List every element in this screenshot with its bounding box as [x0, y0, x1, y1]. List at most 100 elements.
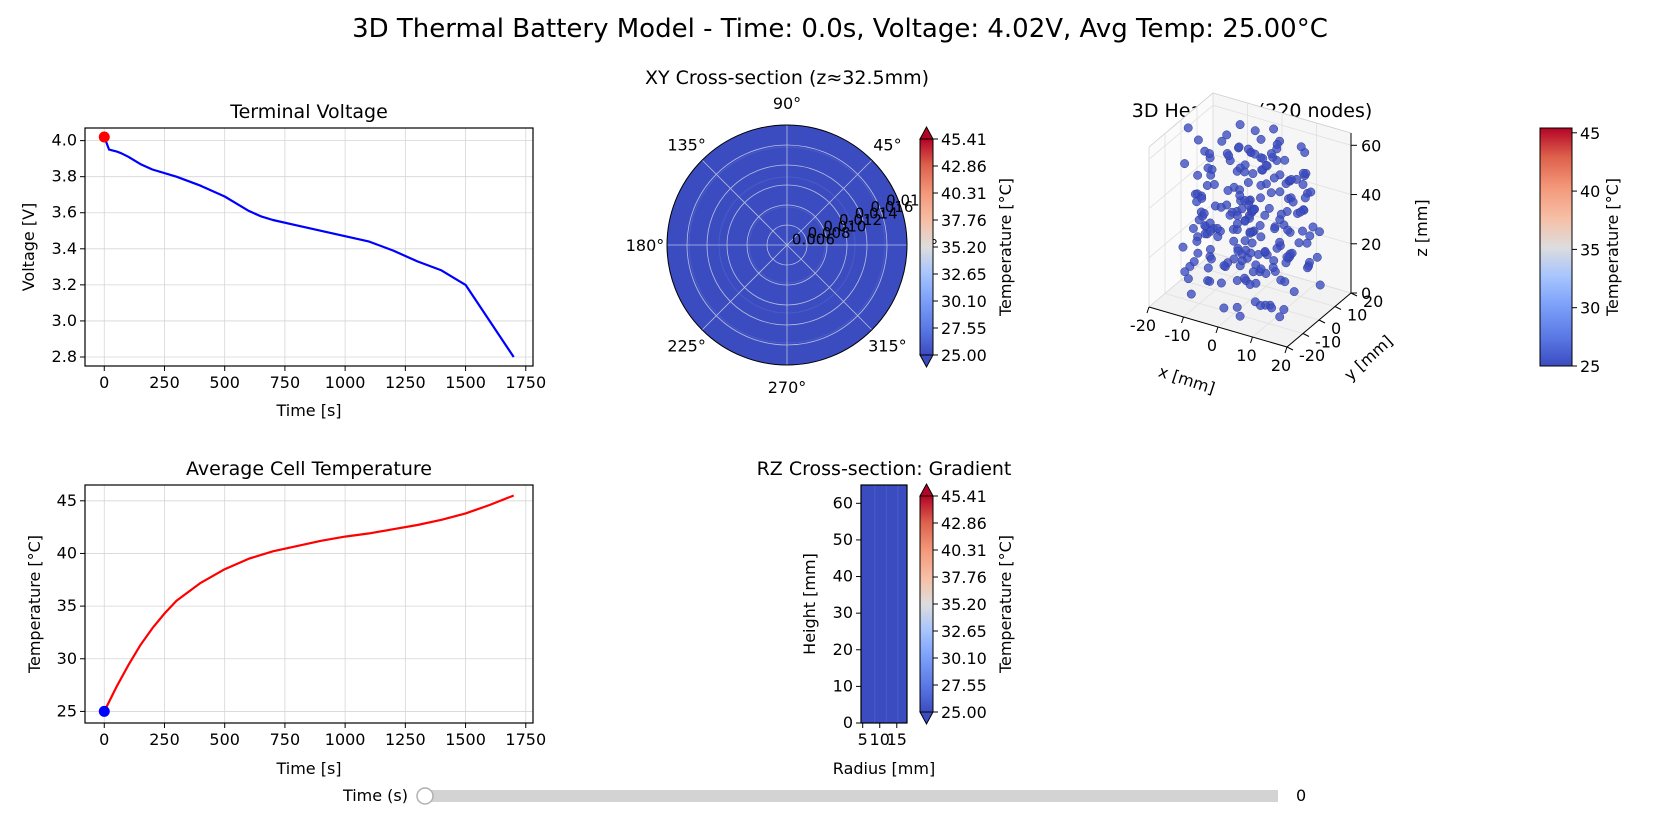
y-gridline — [1164, 293, 1304, 334]
voltage-y-ticks: 2.8 3.0 3.2 3.4 3.6 3.8 4.0 — [52, 131, 85, 366]
node-point — [1282, 252, 1292, 262]
rz-field-mesh — [874, 485, 899, 723]
xy-cross-section-chart: XY Cross-section (z≈32.5mm) 0°45°90°135°… — [626, 67, 938, 397]
node-point — [1232, 211, 1242, 221]
z-tick-label: 60 — [1361, 136, 1381, 155]
node-point — [1213, 232, 1223, 242]
colorbar-tick-label: 45 — [1580, 124, 1600, 143]
colorbar-tick-label: 35.20 — [941, 238, 987, 257]
node-point — [1248, 267, 1258, 277]
node-point — [1209, 180, 1219, 189]
colorbar-tick-label: 40.31 — [941, 541, 987, 560]
x-tick-label: 1500 — [445, 730, 486, 749]
rz-axes-frame — [860, 484, 908, 724]
angle-label: 135° — [667, 136, 706, 155]
y-tick-label: 3.8 — [52, 167, 77, 186]
x-tick-label: 1000 — [325, 373, 366, 392]
colorbar-tick-label: 42.86 — [941, 514, 987, 533]
colorbar-gradient — [1539, 127, 1573, 367]
node-point — [1233, 246, 1243, 256]
node-point — [1272, 139, 1282, 149]
node-point — [1256, 193, 1265, 203]
node-point — [1289, 287, 1299, 297]
time-slider-track[interactable] — [425, 790, 1278, 802]
node-point — [1300, 193, 1310, 203]
y-tick-label: 30 — [833, 603, 853, 622]
z-gridline — [1148, 154, 1214, 209]
y-tick-label: 25 — [57, 701, 77, 720]
node-point — [1280, 277, 1290, 287]
3d-node-points — [1178, 120, 1325, 322]
voltage-chart: Terminal Voltage 0 250 500 750 1000 1250 1500 1… — [19, 101, 546, 420]
node-point — [1192, 236, 1202, 246]
voltage-y-axis-label: Voltage [V] — [19, 203, 38, 292]
x-tick-mark — [1215, 326, 1219, 334]
y-gridline — [1196, 266, 1336, 307]
node-point — [1255, 221, 1265, 230]
temperature-y-axis-label: Temperature [°C] — [25, 535, 44, 674]
node-point — [1276, 209, 1286, 219]
node-point — [1315, 227, 1324, 237]
temperature-series — [98, 494, 515, 717]
time-slider[interactable]: Time (s) 0 — [342, 786, 1306, 805]
x-tick-label: 1250 — [385, 373, 426, 392]
colorbar-tick-label: 30.10 — [941, 292, 987, 311]
x-tick-label: 15 — [887, 730, 907, 749]
y-tick-label: 60 — [833, 493, 853, 512]
y-tick-mark — [1334, 306, 1342, 310]
time-slider-handle[interactable] — [416, 787, 434, 805]
voltage-grid — [85, 128, 533, 366]
xy-colorbar: 45.41 42.86 40.31 37.76 35.20 32.65 30.10 27.55… — [919, 125, 1015, 369]
node-point — [1193, 135, 1203, 145]
x-tick-label: -20 — [1130, 316, 1156, 335]
current-time-marker — [98, 131, 110, 143]
colorbar-tick-label: 37.76 — [941, 568, 987, 587]
node-point — [1216, 278, 1226, 288]
colorbar-label: Temperature [°C] — [996, 535, 1015, 674]
colorbar-tick-label: 45.41 — [941, 130, 987, 149]
x-tick-label: 500 — [209, 373, 240, 392]
y-tick-label: 0 — [843, 713, 853, 732]
colorbar-tick-label: 40.31 — [941, 184, 987, 203]
node-point — [1223, 186, 1233, 195]
y-tick-label: 3.6 — [52, 203, 77, 222]
x-tick-mark — [1146, 306, 1150, 314]
y-tick-label: 2.8 — [52, 347, 77, 366]
3d-colorbar: 45 40 35 30 25 Temperature [°C] — [1539, 124, 1622, 376]
x-tick-label: 1750 — [505, 730, 546, 749]
x-tick-label: -10 — [1164, 326, 1190, 345]
node-point — [1249, 204, 1259, 214]
node-point — [1240, 216, 1250, 226]
temperature-x-ticks: 0 250 500 750 1000 1250 1500 1750 — [99, 723, 546, 749]
node-point — [1203, 263, 1213, 273]
colorbar-tick-label: 30 — [1580, 299, 1600, 318]
radial-tick-label: 0.010 — [823, 218, 866, 236]
colorbar-gradient — [919, 495, 934, 713]
rz-temperature-field — [861, 485, 907, 723]
node-point — [1205, 276, 1215, 286]
colorbar-extend-max — [919, 125, 934, 140]
node-point — [1216, 202, 1226, 212]
colorbar-tick-label: 40 — [1580, 182, 1600, 201]
node-point — [1217, 136, 1227, 146]
colorbar-gradient — [919, 138, 934, 356]
angle-label: 45° — [873, 136, 901, 155]
node-point — [1312, 252, 1322, 262]
node-point — [1186, 289, 1196, 299]
colorbar-tick-label: 35 — [1580, 240, 1600, 259]
colorbar-label: Temperature [°C] — [996, 178, 1015, 317]
y-tick-label: 40 — [833, 567, 853, 586]
node-point — [1189, 257, 1199, 267]
angle-label: 270° — [768, 378, 807, 397]
temperature-chart: Average Cell Temperature 0 250 500 750 1000 1… — [25, 458, 546, 778]
y-gridline — [1180, 279, 1320, 321]
polar-grid — [667, 125, 907, 365]
angle-label: 180° — [626, 236, 665, 255]
node-point — [1279, 305, 1289, 314]
node-point — [1243, 178, 1253, 187]
voltage-x-ticks: 0 250 500 750 1000 1250 1500 1750 — [99, 366, 546, 392]
3d-z-axis-label: z [mm] — [1412, 199, 1431, 256]
y-tick-label: 3.4 — [52, 239, 77, 258]
angle-label: 90° — [773, 94, 801, 113]
